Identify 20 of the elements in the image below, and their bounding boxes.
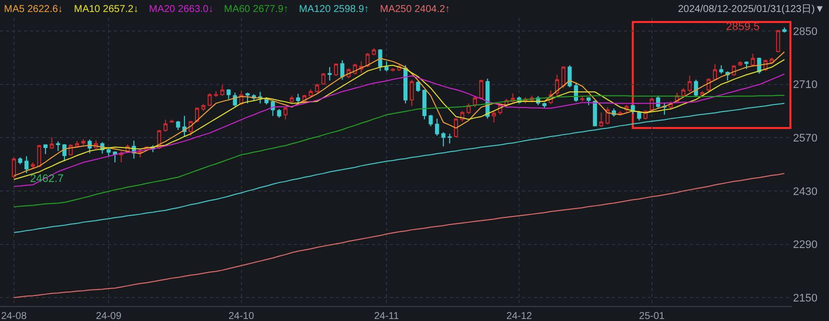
text: MA60 2677.9↑: [224, 4, 288, 15]
text: MA10 2657.2↓: [74, 4, 138, 15]
text: MA250 2404.2↑: [380, 4, 450, 15]
text: MA120 2598.9↑: [299, 4, 370, 15]
x-tick-label: 24-08: [1, 311, 28, 321]
x-tick-label: 24-12: [506, 311, 532, 321]
x-tick-label: 25-01: [639, 311, 666, 321]
y-tick-label: 2710: [793, 79, 818, 92]
text: MA5 2622.6↓: [4, 4, 63, 15]
annotation: 2859.5: [726, 21, 760, 33]
y-tick-label: 2570: [793, 132, 818, 144]
y-tick-label: 2430: [793, 186, 818, 198]
y-tick-label: 2850: [793, 26, 818, 38]
chart-subtitle: 2024/08/12-2025/01/31(123日)▼: [678, 4, 825, 15]
x-tick-label: 24-09: [96, 311, 122, 321]
x-tick-label: 24-10: [228, 311, 254, 321]
text: MA20 2663.0↓: [149, 4, 214, 15]
y-tick-label: 2290: [793, 239, 818, 252]
x-tick-label: 24-11: [374, 311, 400, 321]
y-tick-label: 2150: [793, 292, 818, 304]
